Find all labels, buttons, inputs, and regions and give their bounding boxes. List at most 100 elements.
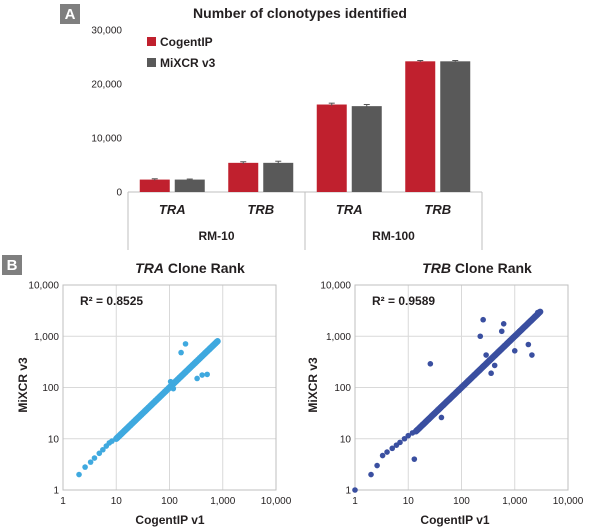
bar-y-tick-label: 10,000 [91,134,122,145]
tra-r2-annotation: R² = 0.8525 [80,294,143,308]
scatter-point [379,452,386,459]
bar-y-tick-label: 0 [116,188,122,199]
scatter-point [498,328,505,335]
x-tick-label: 100 [161,496,178,507]
y-tick-label: 1 [345,486,351,497]
bar-group-label: RM-10 [198,229,234,243]
y-tick-label: 100 [42,383,59,394]
panel-b: B TRA Clone Rank TRB Clone Rank 1 10 100 1,… [2,255,584,527]
scatter-point [438,414,445,421]
bar-category-label: TRB [424,202,451,217]
y-tick-label: 10 [48,434,60,445]
bar-mixcr-v3-2 [351,106,382,192]
trb-scatter: 1 10 100 1,000 10,000 1 10 100 1,000 10,000 [320,281,583,508]
plot-frame [354,284,569,491]
scatter-point [500,320,507,327]
scatter-point [194,375,200,382]
scatter-point [491,362,498,369]
bar-cogentip-1 [228,162,259,192]
trb-x-axis-label: CogentIP v1 [420,513,489,527]
scatter-point [409,430,416,436]
x-tick-label: 100 [453,496,470,507]
bar-category-label: TRB [247,202,274,217]
scatter-point [397,439,403,446]
plot-frame [62,284,277,491]
panel-a-letter: A [65,6,76,23]
scatter-point [204,371,210,378]
bar-cogentip-2 [316,104,347,192]
scatter-point [511,348,518,354]
scatter-point [477,333,484,340]
scatter-point [76,471,82,478]
scatter-point [384,449,390,455]
tra-scatter-title: TRA Clone Rank [135,260,245,276]
y-tick-label: 10 [340,434,352,445]
y-tick-label: 10,000 [28,281,59,292]
x-tick-label: 1 [60,496,66,507]
x-tick-label: 10 [403,496,415,507]
tra-title-gene: TRA [135,260,164,276]
scatter-point [199,372,205,378]
scatter-point [488,370,494,377]
bar-group-label: RM-100 [372,229,415,243]
scatter-point-diagonal [214,338,221,345]
scatter-point [480,316,486,323]
panel-b-letter-box [2,255,22,275]
bar-legend: CogentIP MiXCR v3 [147,35,216,70]
bar-mixcr-v3-0 [174,179,205,192]
scatter-point [352,487,358,493]
bar-chart-title: Number of clonotypes identified [193,5,407,21]
bar-y-tick-label: 30,000 [91,26,122,37]
bar-category-label: TRA [159,202,186,217]
legend-label-cogentip: CogentIP [160,35,213,49]
scatter-point [368,471,374,478]
x-tick-label: 10,000 [553,496,584,507]
scatter-point [178,349,184,356]
scatter-point [91,455,98,461]
legend-swatch-mixcr [147,58,156,67]
x-tick-label: 1 [352,496,358,507]
scatter-point [87,459,94,465]
tra-scatter: 1 10 100 1,000 10,000 1 10 100 1,000 10,000 [28,281,291,508]
scatter-point [483,352,489,358]
bar-category-labels: TRA TRB TRA TRB RM-10 RM-100 [127,192,483,250]
scatter-point [405,432,412,439]
scatter-point [167,378,174,385]
tra-title-rest: Clone Rank [164,260,245,276]
scatter-point [182,341,189,347]
bar-mixcr-v3-3 [440,61,471,192]
bar-mixcr-v3-1 [263,162,294,192]
tra-x-axis-label: CogentIP v1 [135,513,204,527]
trb-title-rest: Clone Rank [451,260,532,276]
tra-y-axis-label: MiXCR v3 [16,357,30,413]
bar-cogentip-0 [139,179,170,192]
legend-swatch-cogentip [147,37,156,46]
legend-label-mixcr: MiXCR v3 [160,56,216,70]
panel-a: A Number of clonotypes identified 0 10,00… [60,4,483,250]
y-tick-label: 1 [53,486,59,497]
scatter-point [529,352,535,358]
y-tick-label: 1,000 [34,332,59,343]
y-tick-label: 1,000 [326,332,351,343]
bar-category-label: TRA [336,202,363,217]
y-tick-label: 10,000 [320,281,351,292]
scatter-point [374,462,380,469]
y-tick-label: 100 [334,383,351,394]
scatter-point [96,450,103,457]
scatter-point [411,456,418,462]
x-tick-label: 10,000 [261,496,292,507]
x-tick-label: 1,000 [502,496,527,507]
scatter-point [427,361,434,367]
scatter-point [109,438,115,444]
panel-b-letter: B [7,257,18,274]
scatter-point [100,446,106,453]
x-tick-label: 10 [111,496,123,507]
bar-y-tick-label: 20,000 [91,80,122,91]
trb-title-gene: TRB [422,260,451,276]
scatter-point [534,309,541,316]
scatter-point [525,341,532,348]
bar-cogentip-3 [405,61,436,192]
scatter-point [389,445,396,452]
bar-series [139,60,471,192]
